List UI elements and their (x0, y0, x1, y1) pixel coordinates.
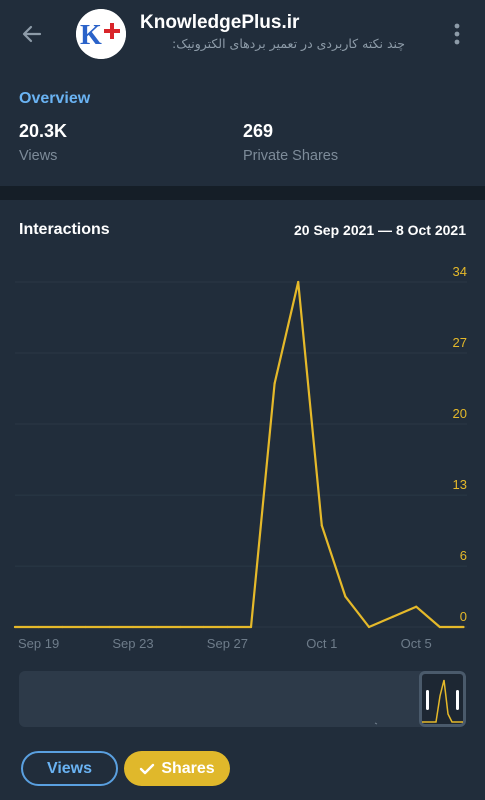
chart-range-navigator[interactable] (19, 671, 466, 727)
data-point (179, 625, 182, 629)
arrow-left-icon (22, 25, 42, 43)
data-point (273, 382, 276, 385)
back-button[interactable] (14, 16, 50, 52)
data-point (367, 625, 371, 629)
private-shares-value: 269 (243, 121, 274, 141)
section-divider (0, 186, 485, 200)
data-point (37, 625, 40, 629)
views-filter-label: Views (46, 759, 93, 777)
views-value: 20.3K (19, 121, 68, 141)
navigator-right-handle[interactable] (456, 690, 459, 710)
y-tick-label: 13 (453, 477, 467, 492)
data-point (415, 605, 418, 608)
chat-header: K KnowledgePlus.ir چند نکته کاربردی در ت… (0, 0, 485, 67)
y-tick-label: 6 (460, 548, 467, 563)
series-line-shares (13, 280, 465, 629)
private-shares-label: Private Shares (243, 148, 339, 164)
data-point (84, 625, 87, 629)
data-point (13, 625, 17, 629)
views-label: Views (19, 148, 58, 164)
data-point (202, 625, 205, 629)
data-point (226, 625, 229, 629)
data-point (391, 615, 394, 618)
knowledgeplus-logo-icon: K (76, 9, 126, 59)
channel-subtitle: چند نکته کاربردی در تعمیر بردهای الکترون… (172, 36, 405, 51)
data-point (108, 625, 111, 629)
data-point (249, 625, 253, 629)
more-menu-button[interactable] (445, 18, 469, 50)
data-point (344, 595, 347, 598)
views-filter-button[interactable]: Views (21, 751, 118, 786)
channel-avatar[interactable]: K (76, 9, 126, 59)
navigator-left-handle[interactable] (426, 690, 429, 710)
data-point (61, 625, 64, 629)
x-tick-label: Sep 19 (18, 636, 59, 651)
shares-filter-button[interactable]: Shares (124, 751, 230, 786)
navigator-minimap (374, 722, 378, 725)
data-point (320, 524, 323, 527)
y-tick-label: 0 (460, 609, 467, 624)
more-vertical-icon (454, 23, 460, 45)
overview-section: Overview 20.3K Views 269 Private Shares (0, 67, 485, 186)
y-tick-label: 27 (453, 335, 467, 350)
y-tick-label: 20 (453, 406, 467, 421)
data-point (297, 280, 300, 284)
interactions-card: 0 6 13 20 27 34 Sep 19 Sep 23 Sep 27 Oct 1 Oct 5 I… (0, 200, 485, 800)
interactions-chart[interactable]: 0 6 13 20 27 34 Sep 19 Sep 23 Sep 27 Oct 1 Oct 5 (0, 200, 485, 670)
overview-title: Overview (19, 90, 91, 107)
interactions-date-range: 20 Sep 2021 — 8 Oct 2021 (294, 222, 466, 238)
data-point (438, 625, 441, 629)
check-icon (140, 763, 155, 774)
navigator-window-preview (422, 679, 463, 723)
navigator-window[interactable] (419, 671, 466, 727)
x-tick-label: Sep 23 (112, 636, 153, 651)
data-point (462, 625, 465, 629)
x-tick-label: Sep 27 (207, 636, 248, 651)
svg-text:K: K (80, 20, 102, 51)
y-tick-label: 34 (453, 264, 467, 279)
x-tick-label: Oct 1 (306, 636, 337, 651)
data-point (155, 625, 158, 629)
channel-name: KnowledgePlus.ir (140, 12, 300, 33)
interactions-title: Interactions (19, 221, 110, 238)
x-tick-label: Oct 5 (401, 636, 432, 651)
shares-filter-label: Shares (161, 759, 215, 777)
data-point (131, 625, 135, 629)
